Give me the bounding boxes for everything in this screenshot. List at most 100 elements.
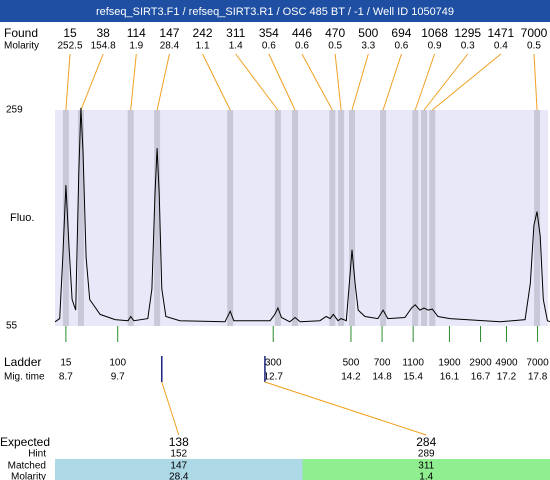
peak-band xyxy=(429,110,436,326)
ladder-time: 14.2 xyxy=(341,372,361,383)
peak-band xyxy=(291,110,298,326)
ladder-size: 2900 xyxy=(469,358,492,369)
found-size: 147 xyxy=(159,26,179,40)
peak-band xyxy=(412,110,419,326)
row-label: Matched xyxy=(8,461,46,472)
ladder-time: 12.7 xyxy=(263,372,283,383)
trace xyxy=(54,107,550,323)
y-axis-label: Fluo. xyxy=(10,212,34,224)
peak-band xyxy=(380,110,387,326)
found-size: 446 xyxy=(292,26,312,40)
found-size: 500 xyxy=(358,26,378,40)
row-label: Molarity xyxy=(4,41,39,52)
expected-molarity: 1.4 xyxy=(419,472,433,480)
ladder-time: 15.4 xyxy=(403,372,423,383)
header-title: refseq_SIRT3.F1 / refseq_SIRT3.R1 / OSC … xyxy=(96,6,454,18)
expected-matched: 311 xyxy=(418,461,434,472)
peak-band xyxy=(329,110,336,326)
found-size: 311 xyxy=(226,26,245,40)
found-molarity: 0.5 xyxy=(527,41,541,52)
peak-connector xyxy=(202,53,231,111)
ladder-time: 17.8 xyxy=(528,372,548,383)
ladder-time: 16.7 xyxy=(471,372,491,383)
peak-band xyxy=(534,110,541,326)
ladder-time: 16.1 xyxy=(440,372,460,383)
ladder-time: 17.2 xyxy=(497,372,517,383)
found-size: 38 xyxy=(96,26,110,40)
peak-band xyxy=(338,110,345,326)
peak-band xyxy=(154,110,161,326)
found-size: 15 xyxy=(63,26,77,40)
peak-connector xyxy=(414,53,436,111)
row-label: Hint xyxy=(28,449,46,460)
ladder-size: 15 xyxy=(60,358,72,369)
peak-connector xyxy=(533,53,538,111)
row-label: Expected xyxy=(0,435,50,449)
found-molarity: 0.6 xyxy=(394,41,408,52)
expected-size: 138 xyxy=(169,435,189,449)
found-size: 242 xyxy=(193,26,213,40)
peak-connector xyxy=(268,53,296,111)
ladder-time: 14.8 xyxy=(372,372,392,383)
ladder-size: 500 xyxy=(343,358,360,369)
peak-band xyxy=(227,110,234,326)
expected-size: 284 xyxy=(416,435,436,449)
ladder-time: 9.7 xyxy=(111,372,125,383)
peak-connector xyxy=(65,53,71,111)
found-size: 114 xyxy=(127,26,146,40)
peak-connector xyxy=(432,53,502,111)
peak-band xyxy=(62,110,69,326)
found-size: 1295 xyxy=(454,26,481,40)
found-molarity: 0.5 xyxy=(328,41,342,52)
found-molarity: 252.5 xyxy=(57,41,82,52)
y-tick-label: 259 xyxy=(6,105,23,116)
ladder-time: 8.7 xyxy=(59,372,73,383)
found-molarity: 0.9 xyxy=(428,41,442,52)
found-size: 354 xyxy=(259,26,279,40)
row-label: Molarity xyxy=(11,472,46,480)
peak-connector xyxy=(235,53,279,111)
y-tick-label: 55 xyxy=(6,321,18,332)
row-label: Ladder xyxy=(4,355,41,369)
ladder-size: 300 xyxy=(265,358,282,369)
found-molarity: 28.4 xyxy=(160,41,180,52)
peak-connector xyxy=(130,53,137,111)
peak-connector xyxy=(301,53,333,111)
ladder-size: 7000 xyxy=(526,358,549,369)
expected-molarity: 28.4 xyxy=(169,472,189,480)
ladder-size: 1900 xyxy=(438,358,461,369)
matched-bg xyxy=(302,459,550,480)
found-molarity: 0.6 xyxy=(262,41,276,52)
peak-connector xyxy=(382,53,402,111)
ladder-size: 700 xyxy=(374,358,391,369)
found-size: 1471 xyxy=(488,26,515,40)
peak-band xyxy=(77,110,84,326)
found-molarity: 1.4 xyxy=(229,41,243,52)
expected-connector xyxy=(161,381,180,436)
peak-connector xyxy=(334,53,342,111)
found-molarity: 0.3 xyxy=(461,41,475,52)
peak-band xyxy=(127,110,134,326)
ladder-size: 1100 xyxy=(402,358,424,369)
peak-band xyxy=(421,110,428,326)
expected-hint: 289 xyxy=(418,449,435,460)
found-size: 694 xyxy=(391,26,411,40)
plot-area xyxy=(55,110,548,326)
found-molarity: 1.9 xyxy=(129,41,143,52)
found-size: 1068 xyxy=(421,26,448,40)
row-label: Mig. time xyxy=(4,372,45,383)
expected-connector xyxy=(264,381,427,436)
ladder-size: 100 xyxy=(109,358,126,369)
found-molarity: 154.8 xyxy=(91,41,116,52)
expected-matched: 147 xyxy=(170,461,187,472)
found-molarity: 3.3 xyxy=(361,41,375,52)
peak-band xyxy=(274,110,281,326)
peak-connector xyxy=(351,53,369,111)
found-molarity: 0.6 xyxy=(295,41,309,52)
found-size: 7000 xyxy=(521,26,548,40)
header-bar xyxy=(0,0,550,22)
found-molarity: 1.1 xyxy=(196,41,210,52)
ladder-size: 4900 xyxy=(495,358,518,369)
peak-connector xyxy=(156,53,170,111)
